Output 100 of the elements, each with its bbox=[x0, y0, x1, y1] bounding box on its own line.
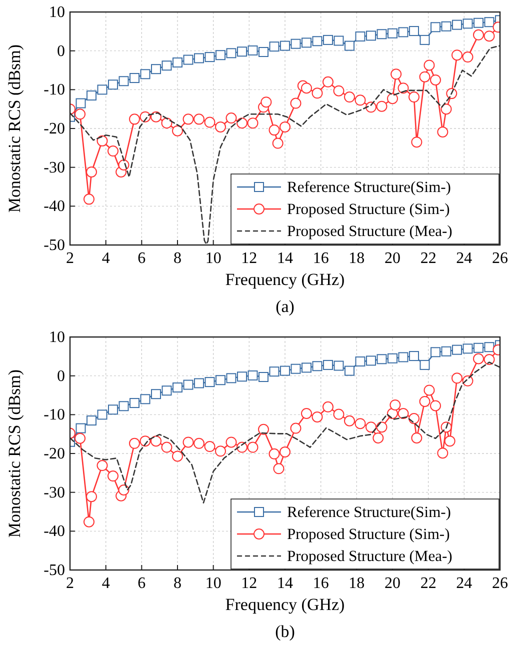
point bbox=[226, 373, 236, 384]
x-tick-label: 4 bbox=[102, 250, 110, 267]
x-tick-label: 14 bbox=[277, 250, 293, 267]
point bbox=[86, 166, 97, 178]
point bbox=[129, 438, 140, 449]
point bbox=[268, 448, 280, 460]
point bbox=[172, 57, 182, 68]
point bbox=[183, 54, 194, 65]
point bbox=[354, 418, 366, 430]
x-tick-label: 24 bbox=[456, 250, 472, 267]
point bbox=[301, 408, 312, 419]
point bbox=[452, 344, 462, 355]
point bbox=[344, 366, 354, 376]
point bbox=[172, 450, 183, 462]
point bbox=[248, 370, 258, 380]
point bbox=[183, 380, 194, 390]
point bbox=[444, 436, 456, 447]
point bbox=[333, 85, 344, 96]
y-axis-title: Monostatic RCS (dBsm) bbox=[5, 44, 24, 213]
point bbox=[226, 112, 237, 124]
point bbox=[376, 29, 387, 40]
point bbox=[74, 108, 86, 120]
x-tick-label: 2 bbox=[66, 250, 74, 267]
point bbox=[462, 52, 474, 63]
point bbox=[419, 71, 430, 82]
legend-label: Proposed Structure (Mea-) bbox=[287, 548, 452, 565]
point bbox=[108, 146, 118, 157]
point bbox=[290, 38, 301, 49]
point bbox=[96, 460, 108, 472]
point bbox=[83, 516, 94, 528]
point bbox=[355, 356, 366, 366]
point bbox=[462, 18, 473, 29]
point bbox=[130, 398, 140, 408]
point bbox=[474, 18, 484, 28]
point bbox=[411, 136, 422, 148]
point bbox=[322, 76, 334, 88]
point bbox=[462, 344, 473, 354]
y-tick-label: -40 bbox=[44, 198, 65, 216]
x-tick-label: 2 bbox=[66, 575, 74, 592]
point bbox=[118, 484, 130, 496]
point bbox=[280, 40, 290, 51]
point bbox=[430, 74, 441, 86]
point bbox=[437, 448, 448, 459]
x-tick-label: 10 bbox=[205, 250, 222, 267]
point bbox=[194, 53, 204, 64]
point bbox=[441, 21, 452, 32]
point bbox=[258, 372, 268, 382]
point bbox=[290, 422, 302, 434]
legend-label: Proposed Structure (Sim-) bbox=[287, 526, 450, 543]
legend-label: Reference Structure(Sim-) bbox=[287, 179, 451, 196]
point bbox=[333, 408, 344, 420]
point bbox=[161, 442, 172, 453]
point bbox=[226, 436, 237, 448]
point bbox=[312, 88, 323, 99]
y-tick-label: -30 bbox=[44, 159, 65, 176]
point bbox=[237, 372, 247, 382]
point bbox=[312, 36, 322, 46]
point bbox=[409, 351, 419, 362]
point bbox=[151, 64, 161, 74]
point bbox=[473, 353, 484, 364]
x-tick-label: 14 bbox=[277, 575, 293, 592]
point bbox=[161, 118, 172, 129]
point bbox=[440, 104, 452, 115]
point bbox=[473, 29, 484, 40]
point bbox=[248, 45, 258, 56]
point bbox=[420, 360, 430, 370]
y-tick-label: -20 bbox=[44, 446, 65, 462]
point bbox=[376, 100, 388, 112]
point bbox=[366, 356, 376, 366]
x-tick-label: 24 bbox=[456, 575, 472, 592]
x-tick-label: 20 bbox=[384, 250, 400, 267]
point bbox=[258, 424, 269, 435]
point bbox=[420, 34, 430, 45]
point bbox=[130, 73, 140, 84]
y-tick-label: -10 bbox=[44, 82, 65, 99]
point bbox=[150, 436, 162, 447]
point bbox=[194, 438, 204, 449]
point bbox=[140, 69, 150, 80]
point bbox=[108, 80, 118, 90]
point bbox=[280, 366, 290, 376]
point bbox=[302, 362, 312, 373]
point bbox=[344, 92, 355, 103]
point bbox=[430, 347, 440, 358]
point bbox=[409, 26, 419, 36]
point bbox=[366, 30, 376, 41]
text: (a) bbox=[276, 297, 294, 316]
point bbox=[408, 92, 420, 103]
point bbox=[260, 96, 272, 108]
point bbox=[204, 377, 215, 388]
legend-label: Proposed Structure (Mea-) bbox=[287, 223, 452, 240]
point bbox=[86, 415, 96, 426]
point bbox=[247, 118, 258, 129]
point bbox=[172, 125, 183, 136]
y-tick-label: 10 bbox=[49, 4, 65, 21]
point bbox=[76, 98, 86, 108]
x-tick-label: 6 bbox=[138, 250, 146, 267]
point bbox=[118, 401, 129, 412]
x-tick-label: 26 bbox=[492, 575, 508, 592]
point bbox=[268, 124, 280, 136]
x-tick-label: 16 bbox=[312, 575, 329, 592]
